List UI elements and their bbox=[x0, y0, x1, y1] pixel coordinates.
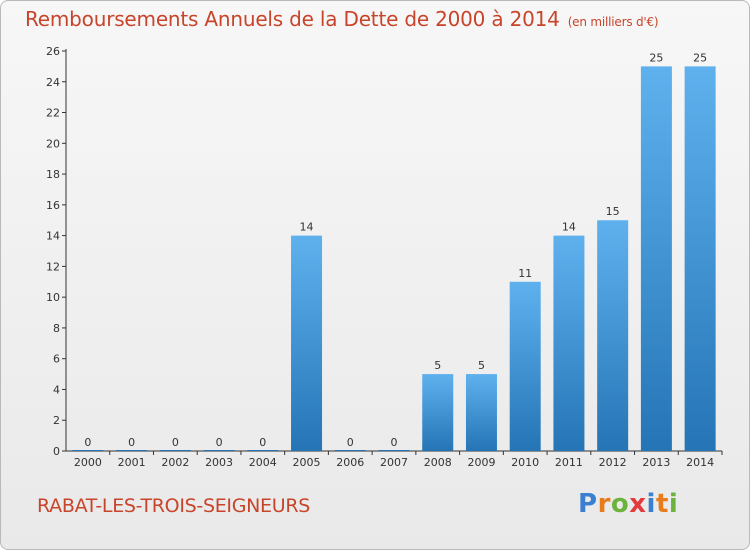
bar-value-label: 0 bbox=[347, 436, 354, 449]
logo-letter: r bbox=[597, 489, 611, 519]
proxiti-logo: Proxiti bbox=[578, 489, 678, 519]
x-tick-label: 2011 bbox=[555, 456, 583, 469]
bar-value-label: 14 bbox=[562, 221, 576, 234]
x-tick-label: 2010 bbox=[511, 456, 539, 469]
bar-value-label: 0 bbox=[172, 436, 179, 449]
x-tick-label: 2000 bbox=[74, 456, 102, 469]
bar bbox=[159, 450, 191, 451]
x-tick-label: 2002 bbox=[161, 456, 189, 469]
y-tick-label: 26 bbox=[46, 45, 60, 58]
bar bbox=[378, 450, 410, 451]
bar-value-label: 0 bbox=[128, 436, 135, 449]
y-tick-label: 2 bbox=[53, 414, 60, 427]
bar-value-label: 0 bbox=[259, 436, 266, 449]
bar-value-label: 0 bbox=[391, 436, 398, 449]
bar-value-label: 0 bbox=[216, 436, 223, 449]
title-text: Remboursements Annuels de la Dette de 20… bbox=[25, 7, 560, 31]
bar-value-label: 14 bbox=[300, 221, 314, 234]
x-tick-label: 2005 bbox=[293, 456, 321, 469]
y-tick-label: 8 bbox=[53, 322, 60, 335]
bar-value-label: 5 bbox=[478, 359, 485, 372]
x-tick-label: 2008 bbox=[424, 456, 452, 469]
x-tick-label: 2003 bbox=[205, 456, 233, 469]
bar-value-label: 11 bbox=[518, 267, 532, 280]
logo-letter: i bbox=[646, 489, 656, 519]
x-tick-label: 2001 bbox=[118, 456, 146, 469]
bar bbox=[509, 281, 541, 451]
bar bbox=[465, 374, 497, 451]
bar bbox=[640, 66, 672, 451]
x-tick-label: 2009 bbox=[467, 456, 495, 469]
bar bbox=[247, 450, 279, 451]
x-tick-label: 2004 bbox=[249, 456, 277, 469]
logo-letter: P bbox=[578, 489, 598, 519]
bar bbox=[72, 450, 104, 451]
y-tick-label: 16 bbox=[46, 199, 60, 212]
city-name: RABAT-LES-TROIS-SEIGNEURS bbox=[37, 495, 311, 517]
bar-value-label: 25 bbox=[693, 51, 707, 64]
bar bbox=[684, 66, 716, 451]
y-tick-label: 4 bbox=[53, 383, 60, 396]
chart-subtitle: (en milliers d'€) bbox=[567, 15, 659, 29]
bar bbox=[116, 450, 148, 451]
bar-value-label: 15 bbox=[606, 205, 620, 218]
x-tick-label: 2007 bbox=[380, 456, 408, 469]
bar bbox=[203, 450, 235, 451]
x-tick-label: 2014 bbox=[686, 456, 714, 469]
logo-letter: t bbox=[655, 489, 669, 519]
x-tick-label: 2006 bbox=[336, 456, 364, 469]
bar bbox=[422, 374, 454, 451]
logo-letter: x bbox=[629, 489, 647, 519]
y-tick-label: 6 bbox=[53, 353, 60, 366]
bar bbox=[334, 450, 366, 451]
y-tick-label: 24 bbox=[46, 76, 60, 89]
chart-title: Remboursements Annuels de la Dette de 20… bbox=[25, 7, 659, 31]
bar-value-label: 0 bbox=[84, 436, 91, 449]
y-tick-label: 12 bbox=[46, 260, 60, 273]
y-tick-label: 14 bbox=[46, 230, 60, 243]
logo-letter: i bbox=[668, 489, 679, 519]
bar-value-label: 5 bbox=[434, 359, 441, 372]
bar bbox=[597, 220, 629, 451]
y-tick-label: 0 bbox=[53, 445, 60, 458]
y-tick-label: 10 bbox=[46, 291, 60, 304]
bar bbox=[553, 235, 585, 451]
y-tick-label: 22 bbox=[46, 107, 60, 120]
x-tick-label: 2012 bbox=[599, 456, 627, 469]
bar bbox=[291, 235, 323, 451]
bar-value-label: 25 bbox=[649, 51, 663, 64]
y-tick-label: 20 bbox=[46, 137, 60, 150]
y-tick-label: 18 bbox=[46, 168, 60, 181]
x-tick-label: 2013 bbox=[642, 456, 670, 469]
logo-letter: o bbox=[610, 489, 630, 519]
